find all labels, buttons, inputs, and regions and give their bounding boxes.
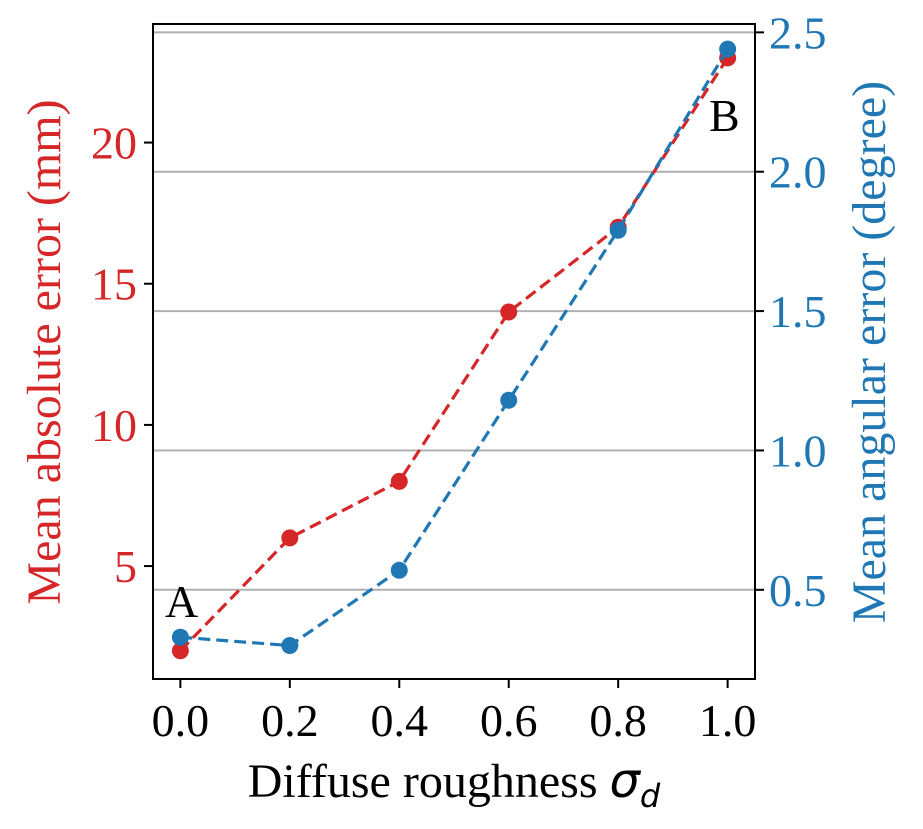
mae-data-point [281, 529, 299, 547]
angular-data-point [719, 40, 737, 58]
right-tick-label: 2.0 [769, 147, 827, 198]
grid-lines [153, 31, 755, 591]
mae-data-point [500, 303, 518, 321]
left-tick-label: 20 [91, 118, 137, 169]
angular-series-line [180, 48, 730, 648]
annotation-b: B [709, 90, 740, 141]
x-tick-label: 1.0 [699, 695, 757, 746]
angular-data-point [171, 628, 189, 646]
mae-data-point [390, 472, 408, 490]
angular-data-point [281, 637, 299, 655]
x-axis-ticks: 0.0 0.2 0.4 0.6 0.8 1.0 [152, 679, 757, 746]
left-axis-label: Mean absolute error (mm) [18, 99, 71, 604]
angular-data-point [500, 391, 518, 409]
data-series [171, 40, 737, 660]
mae-series-line [179, 57, 729, 652]
x-tick-label: 0.6 [480, 695, 538, 746]
x-tick-label: 0.0 [152, 695, 210, 746]
left-tick-label: 15 [91, 259, 137, 310]
annotation-a: A [165, 576, 198, 627]
left-axis-ticks: 5 10 15 20 [91, 118, 153, 592]
left-tick-label: 5 [114, 541, 137, 592]
angular-data-point [609, 221, 627, 239]
x-axis-label: Diffuse roughness σd [248, 753, 661, 815]
right-tick-label: 1.5 [769, 286, 827, 337]
right-axis-ticks: 0.5 1.0 1.5 2.0 2.5 [755, 7, 827, 616]
right-tick-label: 2.5 [769, 7, 827, 58]
angular-data-point [390, 561, 408, 579]
x-tick-label: 0.4 [371, 695, 429, 746]
x-tick-label: 0.2 [261, 695, 319, 746]
mae-data-point [171, 642, 189, 660]
plot-frame [152, 23, 756, 680]
right-axis-label: Mean angular error (degree) [843, 81, 896, 623]
right-tick-label: 1.0 [769, 425, 827, 476]
right-tick-label: 0.5 [769, 565, 827, 616]
left-tick-label: 10 [91, 400, 137, 451]
x-tick-label: 0.8 [589, 695, 647, 746]
